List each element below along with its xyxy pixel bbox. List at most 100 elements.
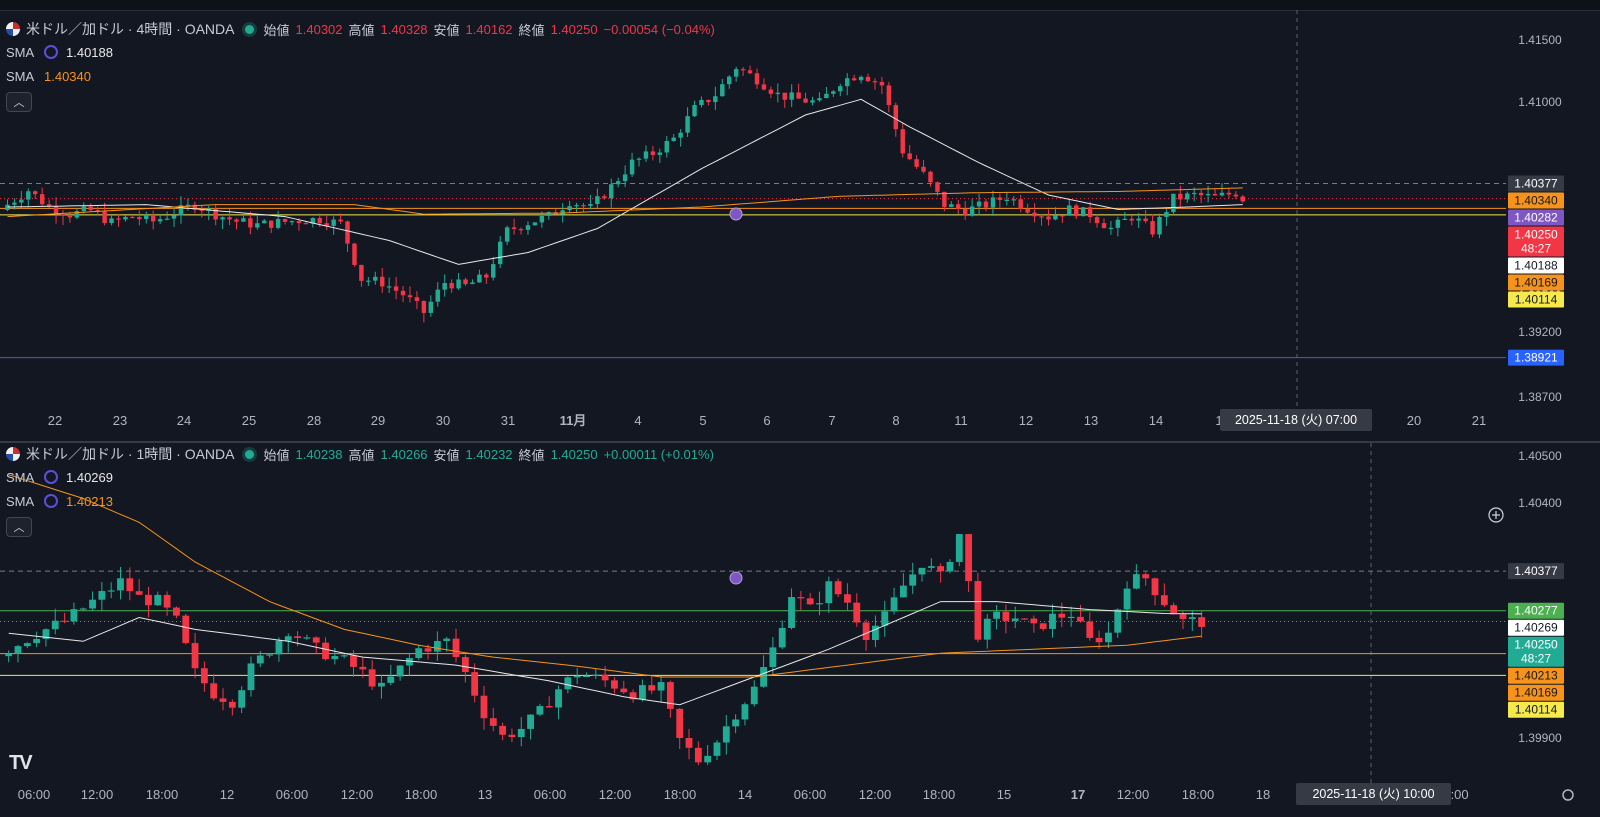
candle-body bbox=[1087, 207, 1093, 218]
symbol-title-4h[interactable]: 米ドル／加ドル · 4時間 · OANDA bbox=[26, 21, 235, 37]
candle-body bbox=[5, 653, 13, 657]
price-tag-bg bbox=[1508, 274, 1564, 291]
sma-line-white bbox=[7, 98, 1243, 265]
candle-body bbox=[650, 151, 656, 155]
candle-body bbox=[192, 204, 198, 210]
collapse-legend-button[interactable]: ︿ bbox=[6, 92, 32, 112]
candle-body bbox=[740, 69, 746, 71]
candle-body bbox=[340, 655, 348, 657]
candle-body bbox=[949, 204, 954, 207]
candle-body bbox=[102, 211, 107, 224]
candle-body bbox=[1160, 595, 1168, 606]
add-alert-plus-icon[interactable] bbox=[1488, 507, 1504, 523]
candle-body bbox=[900, 129, 905, 154]
open-value: 1.40238 bbox=[295, 446, 343, 462]
x-axis-tick-label: 06:00 bbox=[18, 787, 51, 802]
price-tag: 1.40169 bbox=[1508, 684, 1564, 701]
price-tag-label: 1.40377 bbox=[1514, 564, 1558, 578]
candle-body bbox=[53, 206, 59, 215]
symbol-title-1h[interactable]: 米ドル／加ドル · 1時間 · OANDA bbox=[26, 446, 235, 462]
x-axis-tick-label: 15 bbox=[997, 787, 1011, 802]
event-marker-icon[interactable] bbox=[729, 571, 743, 585]
candle-body bbox=[199, 209, 205, 211]
chevron-up-icon: ︿ bbox=[13, 522, 25, 534]
sma-value: 1.40269 bbox=[66, 469, 113, 485]
market-open-icon bbox=[244, 449, 254, 459]
event-marker-icon[interactable] bbox=[729, 207, 743, 221]
candle-body bbox=[1233, 194, 1239, 197]
candle-body bbox=[782, 92, 787, 100]
x-axis-tick-label: 23 bbox=[113, 413, 127, 428]
open-label: 始値 bbox=[263, 22, 290, 38]
y-axis-tick-label: 1.40400 bbox=[1518, 496, 1562, 510]
crosshair-time-text: 2025-11-18 (火) 07:00 bbox=[1235, 413, 1357, 427]
price-tag-label: 1.40169 bbox=[1514, 686, 1558, 700]
collapse-legend-button[interactable]: ︿ bbox=[6, 517, 32, 537]
candle-body bbox=[872, 625, 879, 641]
candle-body bbox=[817, 98, 822, 101]
candle-body bbox=[1011, 199, 1016, 201]
legend-4h: 米ドル／加ドル · 4時間 · OANDA 始値 1.40302 高値 1.4032… bbox=[6, 18, 715, 88]
candle-body bbox=[200, 668, 208, 684]
sma-legend-row-1[interactable]: SMA 1.40269 bbox=[6, 465, 714, 489]
candle-body bbox=[760, 667, 767, 687]
candle-body bbox=[234, 219, 239, 222]
candle-body bbox=[990, 197, 996, 208]
candle-body bbox=[491, 264, 496, 278]
candle-body bbox=[117, 578, 124, 591]
candle-body bbox=[74, 211, 80, 218]
candle-body bbox=[1011, 618, 1019, 621]
sma-legend-row-2[interactable]: SMA 1.40340 bbox=[6, 64, 715, 88]
chart-4h-svg[interactable]: 1.415001.410001.395001.392001.387001.403… bbox=[0, 10, 1600, 442]
candle-body bbox=[1114, 609, 1122, 633]
candle-body bbox=[733, 69, 739, 77]
candle-body bbox=[676, 708, 684, 739]
candle-body bbox=[421, 301, 427, 313]
candle-body bbox=[921, 166, 926, 172]
candle-body bbox=[555, 689, 562, 708]
sma-legend-row-2[interactable]: SMA 1.40213 bbox=[6, 489, 714, 513]
settings-gear-icon[interactable] bbox=[1562, 789, 1574, 801]
candle-body bbox=[824, 93, 829, 99]
x-axis-tick-label: 18:00 bbox=[405, 787, 438, 802]
pane-divider[interactable] bbox=[0, 441, 1600, 443]
candle-body bbox=[317, 218, 322, 224]
crosshair-time-text: 2025-11-18 (火) 10:00 bbox=[1312, 787, 1434, 801]
candle-body bbox=[588, 204, 593, 206]
price-tag-bg bbox=[1508, 291, 1564, 308]
candle-body bbox=[33, 638, 41, 644]
sma-settings-icon[interactable] bbox=[44, 470, 58, 484]
open-value: 1.40302 bbox=[295, 21, 343, 37]
candle-body bbox=[1240, 196, 1246, 202]
x-axis-tick-label: 12:00 bbox=[341, 787, 374, 802]
candle-body bbox=[428, 301, 434, 313]
tradingview-logo[interactable]: TV bbox=[9, 752, 33, 774]
candle-body bbox=[993, 611, 1000, 619]
candle-body bbox=[914, 159, 919, 167]
chart-pane-1h[interactable]: 1.405001.404001.400001.399001.403771.402… bbox=[0, 443, 1600, 817]
candle-body bbox=[396, 665, 404, 677]
chart-pane-4h[interactable]: 1.415001.410001.395001.392001.387001.403… bbox=[0, 10, 1600, 442]
candle-body bbox=[694, 747, 702, 763]
x-axis-tick-label: 18:00 bbox=[146, 787, 179, 802]
candle-body bbox=[666, 682, 674, 709]
candle-body bbox=[241, 218, 246, 222]
candle-body bbox=[393, 286, 399, 291]
price-tag-bg bbox=[1508, 602, 1564, 619]
x-axis-tick-label: 12:00 bbox=[1117, 787, 1150, 802]
candle-body bbox=[574, 205, 579, 207]
chart-1h-svg[interactable]: 1.405001.404001.400001.399001.403771.402… bbox=[0, 443, 1600, 817]
price-tag-bg bbox=[1508, 667, 1564, 684]
sma-line-orange bbox=[8, 474, 1202, 678]
candle-body bbox=[581, 205, 586, 207]
x-axis-tick-label: 8 bbox=[892, 413, 899, 428]
candle-body bbox=[937, 566, 945, 572]
candle-body bbox=[12, 202, 17, 205]
candle-body bbox=[527, 714, 534, 729]
sma-legend-row-1[interactable]: SMA 1.40188 bbox=[6, 40, 715, 64]
sma-settings-icon[interactable] bbox=[44, 494, 58, 508]
candle-body bbox=[109, 218, 114, 224]
candle-body bbox=[154, 594, 162, 606]
sma-settings-icon[interactable] bbox=[44, 45, 58, 59]
candle-body bbox=[1129, 218, 1134, 221]
